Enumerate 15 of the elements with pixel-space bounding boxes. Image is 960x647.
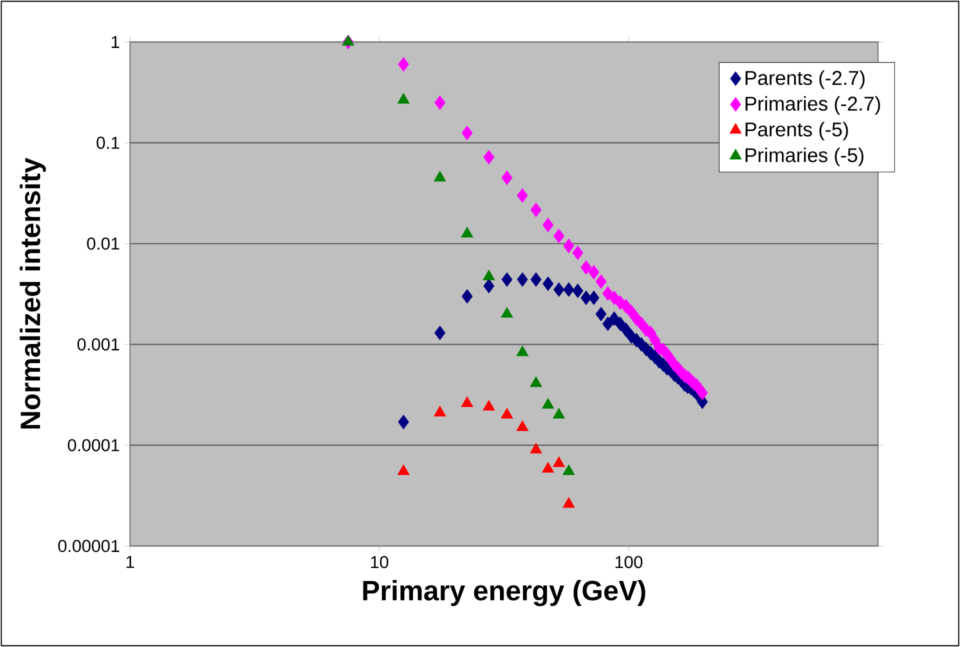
legend-label: Parents (-5)	[746, 122, 848, 140]
y-tick-label: 0.001	[77, 338, 120, 351]
legend-label: Parents (-2.7)	[746, 70, 865, 89]
y-tick-label: 0.01	[87, 237, 120, 250]
y-axis-title: Normalized intensity	[20, 158, 46, 429]
y-tick-label: 0.1	[96, 136, 120, 149]
legend-label: Primaries (-2.7)	[746, 96, 880, 115]
x-tick-label: 10	[371, 556, 388, 568]
legend-label: Primaries (-5)	[746, 148, 864, 166]
y-tick-label: 0.0001	[68, 439, 120, 452]
y-tick-label: 0.00001	[58, 540, 120, 552]
y-tick-label: 1	[112, 36, 120, 48]
x-tick-label: 100	[616, 556, 642, 568]
x-tick-label: 1	[126, 556, 134, 568]
x-axis-title: Primary energy (GeV)	[363, 580, 646, 606]
